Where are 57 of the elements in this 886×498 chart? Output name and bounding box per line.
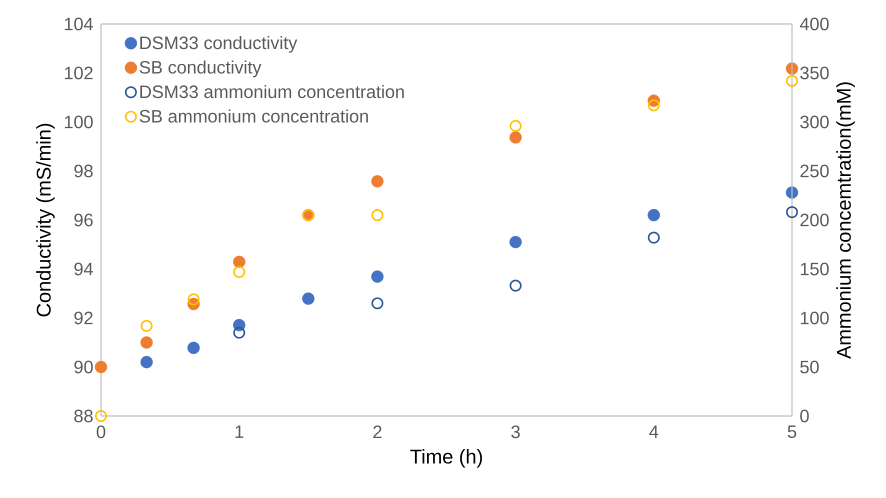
x-tick-label: 0 <box>96 426 106 438</box>
point <box>510 120 522 132</box>
point <box>233 326 246 339</box>
y-tick-label: 98 <box>74 164 93 178</box>
point <box>140 356 153 368</box>
x-tick-label: 5 <box>788 426 796 438</box>
y2-tick-label: 50 <box>800 360 819 374</box>
y-tick-label: 96 <box>74 214 93 226</box>
y-tick-label: 90 <box>74 360 93 374</box>
point <box>648 99 660 112</box>
y2-tick-label: 0 <box>800 410 809 422</box>
x-tick-label: 1 <box>236 426 244 438</box>
point <box>648 208 660 222</box>
point <box>94 360 108 374</box>
legend-label: SB conductivity <box>140 60 262 78</box>
y-axis-title: Conductivity (mS/min) <box>36 124 55 316</box>
x-tick-label: 2 <box>373 426 382 438</box>
y-tick-label: 92 <box>74 312 93 324</box>
y-tick-label: 94 <box>74 262 93 276</box>
point <box>648 232 660 244</box>
point <box>509 131 522 144</box>
point <box>140 336 153 349</box>
y-tick-label: 102 <box>64 66 93 80</box>
y2-axis-title: Ammonium concemtration(mM) <box>836 82 855 359</box>
y-tick-label: 104 <box>64 18 93 30</box>
point <box>95 410 107 422</box>
point <box>371 175 384 188</box>
y2-tick-label: 250 <box>800 164 829 178</box>
y2-tick-label: 300 <box>800 116 829 128</box>
point <box>786 62 798 75</box>
point <box>786 206 798 218</box>
legend-label: SB ammonium concentration <box>140 109 368 123</box>
legend-label: DSM33 conductivity <box>140 36 298 53</box>
point <box>510 280 522 292</box>
point <box>371 209 384 222</box>
y2-tick-label: 100 <box>800 312 829 324</box>
point <box>188 293 200 306</box>
point <box>786 186 798 199</box>
point <box>140 320 153 332</box>
y2-tick-label: 350 <box>800 66 829 80</box>
y2-tick-label: 150 <box>800 262 829 276</box>
point <box>786 74 798 87</box>
y2-tick-label: 200 <box>800 214 829 226</box>
point <box>371 270 384 283</box>
x-tick-label: 4 <box>649 426 658 438</box>
point <box>187 342 200 354</box>
point <box>371 297 384 310</box>
x-axis-title: Time (h) <box>410 449 482 468</box>
point <box>509 236 522 248</box>
y-tick-label: 88 <box>74 410 93 422</box>
x-tick-label: 3 <box>511 426 520 438</box>
point <box>233 266 246 278</box>
y-tick-label: 100 <box>64 116 93 128</box>
y2-tick-label: 400 <box>800 18 829 30</box>
point <box>233 256 246 268</box>
legend-label: DSM33 ammonium concentration <box>140 84 404 98</box>
point <box>302 292 314 305</box>
